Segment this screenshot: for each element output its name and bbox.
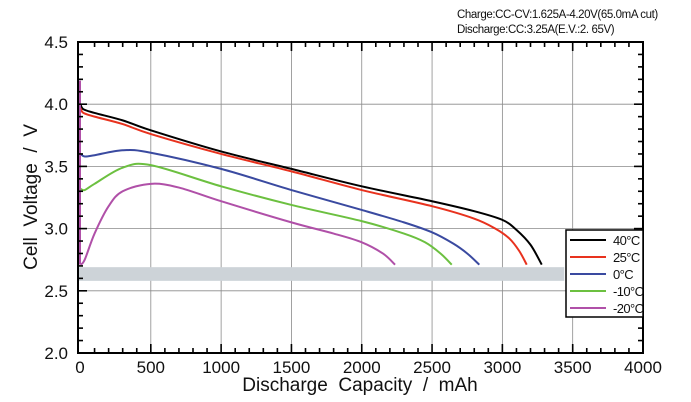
legend-label: 25°C [613, 250, 640, 265]
axes [77, 41, 644, 354]
legend-label: -20°C [613, 301, 644, 316]
y-axis-title: Cell Voltage / V [21, 124, 42, 270]
x-tick-label: 3500 [554, 358, 592, 377]
x-tick-label: 500 [137, 358, 165, 377]
y-tick-label: 2.0 [44, 344, 68, 363]
legend: 40°C 25°C 0°C -10°C -20°C [565, 229, 644, 318]
y-tick-label: 3.0 [44, 220, 68, 239]
series-line-40C [79, 103, 543, 266]
y-tick-label: 3.5 [44, 157, 68, 176]
x-tick-label: 2000 [343, 358, 381, 377]
x-axis-title: Discharge Capacity / mAh [242, 375, 477, 396]
legend-label: 0°C [613, 267, 633, 282]
y-tick-label: 4.5 [44, 33, 68, 52]
grid [78, 42, 643, 353]
series-lines [79, 80, 543, 266]
occlusion-band [79, 267, 565, 281]
x-tick-label: 2500 [413, 358, 451, 377]
tick-labels: 0 500 1000 1500 2000 2500 3000 3500 4000 2.0 2.5 3.… [44, 33, 662, 377]
x-tick-label: 3000 [483, 358, 521, 377]
x-tick-label: 1500 [273, 358, 311, 377]
x-tick-label: 1000 [202, 358, 240, 377]
x-tick-label: 4000 [624, 358, 662, 377]
discharge-condition-label: Discharge:CC:3.25A(E.V.:2. 65V) [457, 24, 615, 36]
series-line--10C [80, 162, 453, 266]
x-tick-label: 0 [75, 358, 84, 377]
series-line-0C [79, 149, 480, 266]
legend-label: -10°C [613, 284, 644, 299]
charge-condition-label: Charge:CC-CV:1.625A-4.20V(65.0mA cut) [457, 9, 658, 21]
y-tick-label: 4.0 [44, 95, 68, 114]
series-line-25C [79, 107, 528, 266]
plot-frame [77, 41, 644, 354]
y-tick-label: 2.5 [44, 282, 68, 301]
gray-band [79, 267, 565, 281]
legend-label: 40°C [613, 233, 640, 248]
series-line--20C [79, 182, 396, 266]
